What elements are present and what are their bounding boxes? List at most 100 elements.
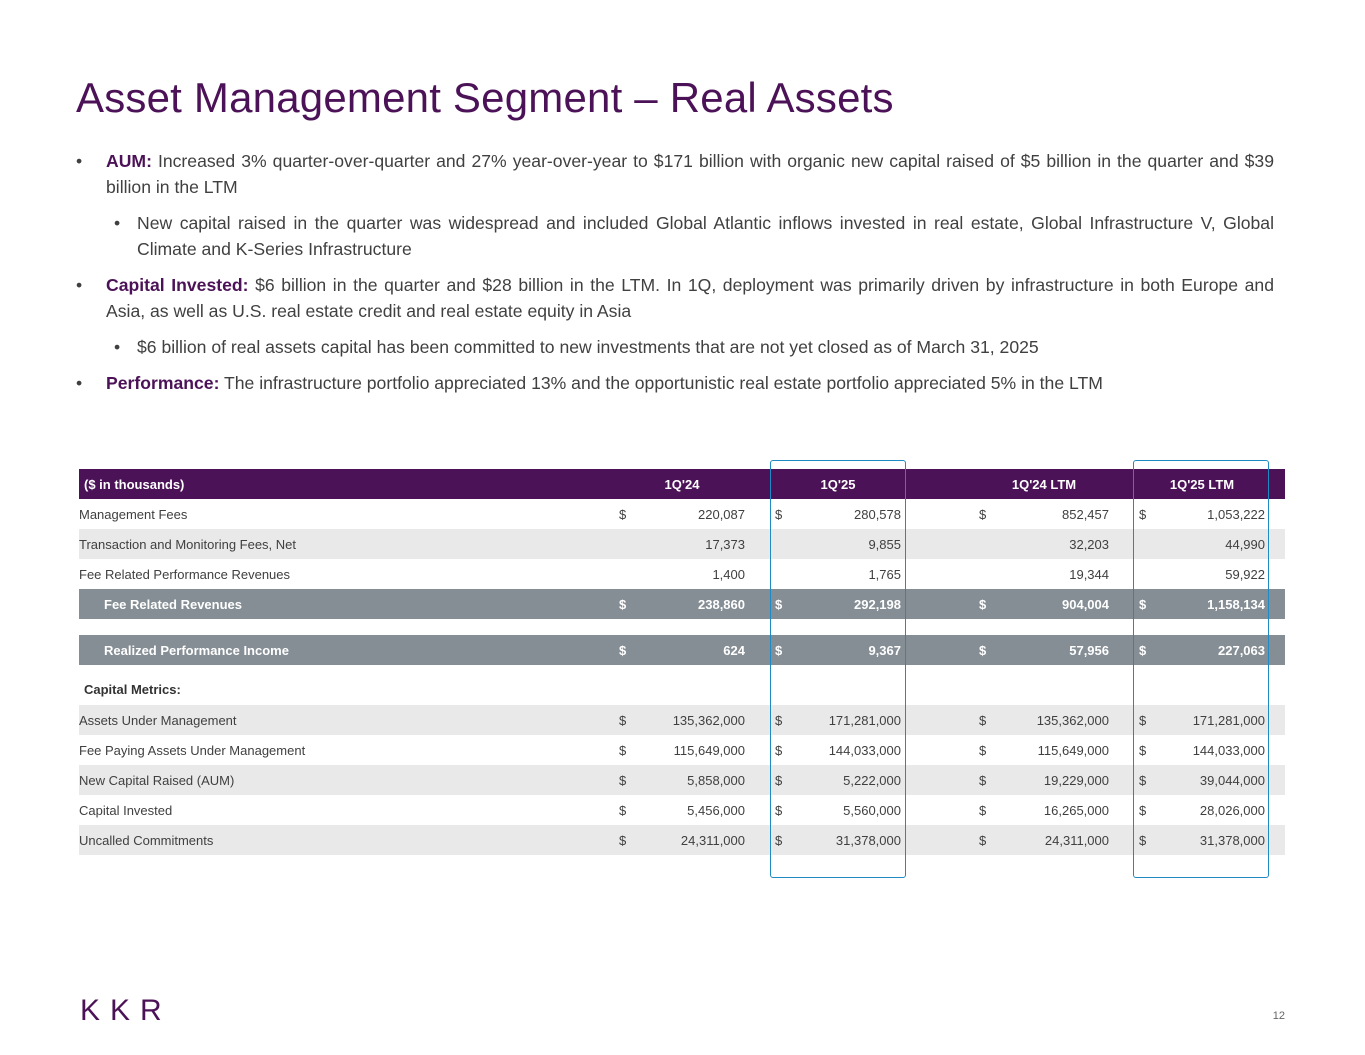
currency-symbol: $ xyxy=(979,506,987,522)
currency-symbol: $ xyxy=(1139,705,1151,735)
row-label: Fee Paying Assets Under Management xyxy=(79,742,306,758)
table-row: Management Fees $ 220,087 $ 280,578 $ 85… xyxy=(79,499,1285,529)
cell-value: 24,311,000 xyxy=(991,825,1109,855)
currency-symbol: $ xyxy=(1139,635,1151,665)
table-row: Transaction and Monitoring Fees, Net 17,… xyxy=(79,529,1285,559)
currency-symbol: $ xyxy=(619,742,627,758)
section-label: Capital Metrics: xyxy=(84,681,181,697)
row-label: Fee Related Performance Revenues xyxy=(79,566,291,582)
cell-value: 57,956 xyxy=(991,635,1109,665)
cell-value: 16,265,000 xyxy=(1043,802,1109,818)
currency-symbol: $ xyxy=(979,825,991,855)
currency-symbol: $ xyxy=(619,635,631,665)
cell-value: 624 xyxy=(631,635,745,665)
cell-value: 135,362,000 xyxy=(991,705,1109,735)
cell-value: 292,198 xyxy=(787,589,901,619)
currency-symbol: $ xyxy=(619,705,631,735)
cell-value: 1,158,134 xyxy=(1151,589,1265,619)
currency-symbol: $ xyxy=(619,802,627,818)
bullet-text: New capital raised in the quarter was wi… xyxy=(137,213,1274,259)
cell-value: 9,367 xyxy=(787,635,901,665)
row-label: Assets Under Management xyxy=(79,705,619,735)
currency-symbol: $ xyxy=(619,765,631,795)
cell-value: 144,033,000 xyxy=(1192,742,1265,758)
row-label: New Capital Raised (AUM) xyxy=(79,765,619,795)
currency-symbol: $ xyxy=(775,635,787,665)
total-row-fee-related-revenues: Fee Related Revenues $ 238,860 $ 292,198… xyxy=(79,589,1285,619)
total-row-realized-performance-income: Realized Performance Income $ 624 $ 9,36… xyxy=(79,635,1285,665)
cell-value: 5,456,000 xyxy=(687,802,745,818)
spacer-row xyxy=(79,619,1285,635)
header-1q24: 1Q'24 xyxy=(619,469,745,499)
sub-bullet-committed: • $6 billion of real assets capital has … xyxy=(76,334,1274,360)
cell-value: 31,378,000 xyxy=(1151,825,1265,855)
cell-value: 227,063 xyxy=(1151,635,1265,665)
header-1q25: 1Q'25 xyxy=(775,469,901,499)
sub-bullet-new-capital: • New capital raised in the quarter was … xyxy=(76,210,1274,262)
cell-value: 5,560,000 xyxy=(843,802,901,818)
currency-symbol: $ xyxy=(979,705,991,735)
currency-symbol: $ xyxy=(1139,802,1147,818)
bullet-capital-invested: • Capital Invested: $6 billion in the qu… xyxy=(76,272,1274,324)
kkr-logo: KKR xyxy=(80,994,172,1027)
cell-value: 28,026,000 xyxy=(1199,802,1265,818)
currency-symbol: $ xyxy=(979,765,991,795)
cell-value: 220,087 xyxy=(698,506,745,522)
bullet-performance: • Performance: The infrastructure portfo… xyxy=(76,370,1274,396)
cell-value: 9,855 xyxy=(787,529,901,559)
cell-value: 5,858,000 xyxy=(631,765,745,795)
cell-value: 19,229,000 xyxy=(991,765,1109,795)
cell-value: 171,281,000 xyxy=(787,705,901,735)
cell-value: 5,222,000 xyxy=(787,765,901,795)
cell-value: 32,203 xyxy=(991,529,1109,559)
section-row-capital-metrics: Capital Metrics: xyxy=(79,665,1285,705)
bullet-heading: Capital Invested: xyxy=(106,275,249,295)
bullet-dot: • xyxy=(76,373,83,393)
cell-value: 31,378,000 xyxy=(787,825,901,855)
bullet-text: $6 billion in the quarter and $28 billio… xyxy=(106,275,1274,321)
cell-value: 1,053,222 xyxy=(1207,506,1265,522)
row-label: Uncalled Commitments xyxy=(79,825,619,855)
bullet-aum: • AUM: Increased 3% quarter-over-quarter… xyxy=(76,148,1274,200)
page-title: Asset Management Segment – Real Assets xyxy=(76,74,894,121)
row-label: Management Fees xyxy=(79,506,188,522)
currency-symbol: $ xyxy=(775,802,783,818)
currency-symbol: $ xyxy=(979,802,987,818)
bullet-heading: AUM: xyxy=(106,151,152,171)
currency-symbol: $ xyxy=(775,506,783,522)
cell-value: 1,765 xyxy=(868,566,901,582)
table-row: Assets Under Management $ 135,362,000 $ … xyxy=(79,705,1285,735)
highlight-box-1q25-ltm xyxy=(1133,460,1269,878)
currency-symbol: $ xyxy=(619,825,631,855)
bullet-text: The infrastructure portfolio appreciated… xyxy=(219,373,1103,393)
cell-value: 44,990 xyxy=(1151,529,1265,559)
currency-symbol: $ xyxy=(1139,765,1151,795)
financial-table: ($ in thousands) 1Q'24 1Q'25 1Q'24 LTM 1… xyxy=(79,469,1285,855)
currency-symbol: $ xyxy=(1139,742,1147,758)
row-label: Capital Invested xyxy=(79,802,173,818)
cell-value: 115,649,000 xyxy=(1037,742,1109,758)
table-row: Fee Related Performance Revenues 1,400 1… xyxy=(79,559,1285,589)
bullet-dot: • xyxy=(114,337,121,357)
bullet-dot: • xyxy=(76,275,83,295)
cell-value: 1,400 xyxy=(712,566,745,582)
header-1q25-ltm: 1Q'25 LTM xyxy=(1139,469,1265,499)
currency-symbol: $ xyxy=(619,589,631,619)
currency-symbol: $ xyxy=(619,506,627,522)
cell-value: 115,649,000 xyxy=(673,742,745,758)
currency-symbol: $ xyxy=(1139,589,1151,619)
cell-value: 238,860 xyxy=(631,589,745,619)
highlight-box-1q25 xyxy=(770,460,906,878)
bullet-list: • AUM: Increased 3% quarter-over-quarter… xyxy=(76,148,1274,406)
bullet-dot: • xyxy=(114,213,121,233)
header-units: ($ in thousands) xyxy=(79,469,619,499)
cell-value: 39,044,000 xyxy=(1151,765,1265,795)
table-row: Fee Paying Assets Under Management $ 115… xyxy=(79,735,1285,765)
cell-value: 24,311,000 xyxy=(631,825,745,855)
table-header-row: ($ in thousands) 1Q'24 1Q'25 1Q'24 LTM 1… xyxy=(79,469,1285,499)
cell-value: 852,457 xyxy=(1062,506,1109,522)
row-label: Fee Related Revenues xyxy=(79,589,619,619)
currency-symbol: $ xyxy=(775,589,787,619)
currency-symbol: $ xyxy=(775,825,787,855)
table-row: New Capital Raised (AUM) $ 5,858,000 $ 5… xyxy=(79,765,1285,795)
